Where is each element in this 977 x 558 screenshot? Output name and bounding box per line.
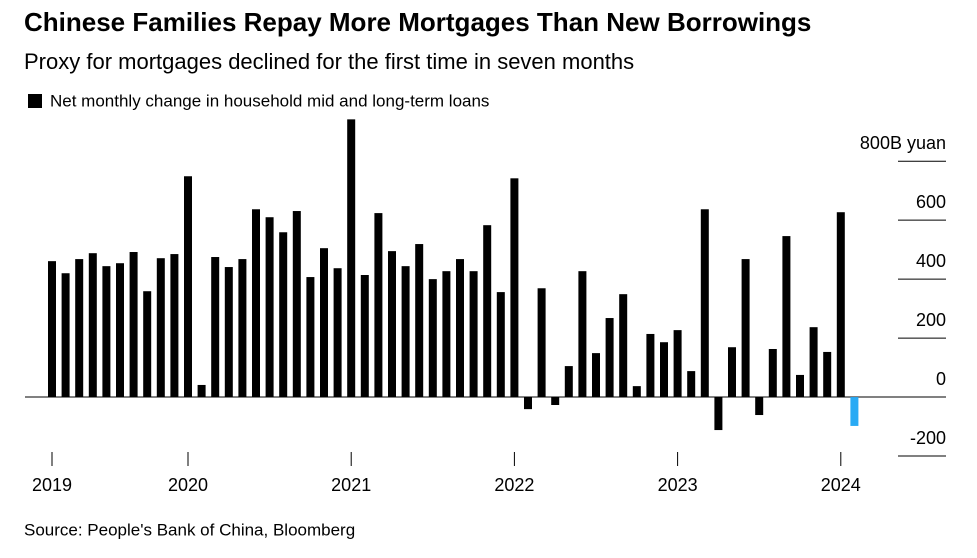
bar — [306, 277, 315, 398]
bar — [102, 266, 111, 398]
bar — [728, 347, 736, 398]
source: Source: People's Bank of China, Bloomber… — [24, 520, 355, 539]
bar — [129, 252, 138, 398]
bar — [75, 259, 84, 398]
bar — [61, 273, 70, 398]
x-tick-label: 2023 — [658, 475, 698, 495]
bar — [755, 397, 764, 416]
bar — [347, 119, 356, 398]
bar — [224, 267, 233, 398]
bar — [252, 209, 260, 398]
bar — [714, 397, 723, 431]
bar — [796, 374, 804, 398]
y-tick-label: -200 — [910, 428, 946, 448]
bar — [537, 288, 546, 398]
bar — [809, 327, 818, 398]
y-tick-label: 200 — [916, 310, 946, 330]
bar — [456, 259, 464, 398]
y-tick-label: 400 — [916, 251, 946, 271]
bar — [442, 271, 451, 398]
bar — [823, 351, 832, 398]
bar — [660, 342, 668, 398]
bar — [700, 209, 709, 398]
bar — [483, 225, 492, 398]
x-tick-label: 2022 — [494, 475, 534, 495]
bar — [143, 291, 152, 398]
bar — [510, 178, 519, 398]
bar — [782, 236, 791, 398]
bar — [632, 386, 641, 398]
bar — [211, 257, 220, 398]
bar — [388, 251, 396, 398]
bar — [374, 213, 383, 398]
chart-subtitle: Proxy for mortgages declined for the fir… — [24, 49, 634, 74]
bar — [836, 212, 845, 398]
bar — [360, 275, 369, 398]
bar — [197, 384, 206, 398]
bar — [48, 261, 56, 398]
bar — [496, 292, 505, 398]
legend-label: Net monthly change in household mid and … — [50, 91, 489, 110]
bar — [524, 397, 532, 410]
bar — [741, 259, 750, 398]
bar — [265, 217, 274, 398]
bar — [320, 248, 328, 398]
bar — [619, 294, 628, 398]
bar — [551, 397, 560, 406]
bar — [279, 232, 288, 398]
x-tick-label: 2024 — [821, 475, 861, 495]
bar — [184, 176, 192, 398]
x-tick-label: 2020 — [168, 475, 208, 495]
y-tick-label: 0 — [936, 369, 946, 389]
y-tick-label: 800B yuan — [860, 133, 946, 153]
bar — [292, 211, 301, 398]
legend-swatch — [28, 94, 42, 108]
bar — [469, 271, 478, 398]
bar — [170, 254, 179, 398]
bar — [88, 253, 97, 398]
bar — [238, 259, 247, 398]
chart-title: Chinese Families Repay More Mortgages Th… — [24, 7, 811, 37]
bar — [116, 263, 124, 398]
bar — [578, 271, 587, 398]
x-tick-label: 2019 — [32, 475, 72, 495]
bar — [592, 353, 600, 398]
bar — [428, 279, 437, 398]
bar — [850, 397, 859, 426]
bar — [646, 333, 655, 398]
bar — [415, 244, 424, 398]
bar — [564, 366, 573, 398]
x-tick-label: 2021 — [331, 475, 371, 495]
bar — [156, 258, 165, 398]
bar — [605, 318, 614, 398]
bar — [768, 348, 777, 398]
y-tick-label: 600 — [916, 192, 946, 212]
bar — [401, 266, 410, 398]
bar — [333, 268, 342, 398]
bar — [673, 330, 682, 398]
bar — [687, 371, 696, 398]
